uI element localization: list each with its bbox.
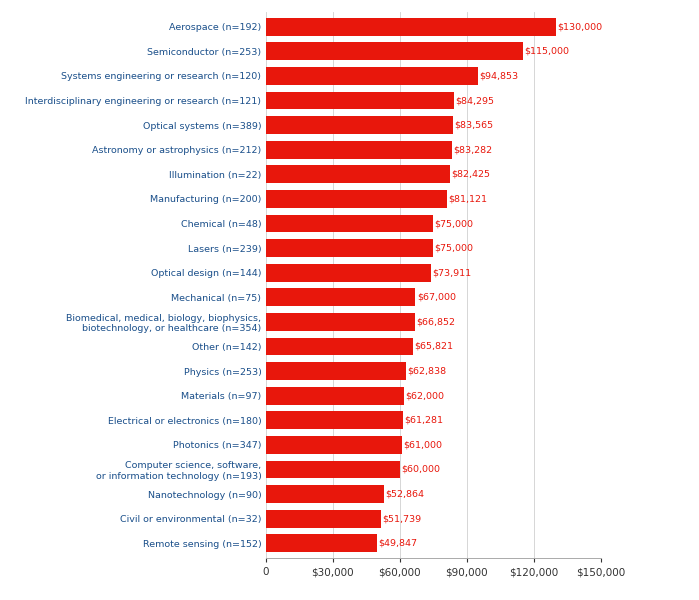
Bar xyxy=(266,289,415,306)
Text: $62,000: $62,000 xyxy=(405,391,445,400)
Bar xyxy=(266,264,431,281)
Text: $49,847: $49,847 xyxy=(378,539,417,548)
Text: $75,000: $75,000 xyxy=(435,244,474,253)
Text: $83,565: $83,565 xyxy=(454,121,493,130)
Text: $67,000: $67,000 xyxy=(417,293,456,302)
Text: $62,838: $62,838 xyxy=(408,367,447,376)
Bar xyxy=(266,43,523,60)
Bar xyxy=(266,190,447,208)
Bar xyxy=(266,239,433,257)
Bar xyxy=(266,485,384,503)
Text: $82,425: $82,425 xyxy=(452,170,490,179)
Bar xyxy=(266,141,452,158)
Text: $61,281: $61,281 xyxy=(404,416,443,425)
Bar xyxy=(266,18,556,35)
Text: $66,852: $66,852 xyxy=(417,317,456,326)
Bar xyxy=(266,387,404,404)
Text: $51,739: $51,739 xyxy=(382,514,421,523)
Text: $94,853: $94,853 xyxy=(479,71,518,80)
Bar xyxy=(266,412,403,429)
Text: $115,000: $115,000 xyxy=(524,47,569,56)
Bar xyxy=(266,92,454,109)
Text: $130,000: $130,000 xyxy=(558,22,603,31)
Bar xyxy=(266,510,382,527)
Text: $60,000: $60,000 xyxy=(401,465,440,474)
Bar xyxy=(266,362,406,380)
Text: $65,821: $65,821 xyxy=(415,342,453,351)
Bar xyxy=(266,338,413,355)
Text: $83,282: $83,282 xyxy=(453,145,492,154)
Bar xyxy=(266,166,450,183)
Text: $84,295: $84,295 xyxy=(456,96,494,105)
Bar xyxy=(266,67,478,85)
Text: $75,000: $75,000 xyxy=(435,219,474,228)
Text: $61,000: $61,000 xyxy=(403,440,442,449)
Bar xyxy=(266,313,415,331)
Bar xyxy=(266,116,452,134)
Bar xyxy=(266,215,433,232)
Text: $52,864: $52,864 xyxy=(385,490,424,499)
Bar xyxy=(266,436,402,454)
Text: $81,121: $81,121 xyxy=(449,194,487,203)
Text: $73,911: $73,911 xyxy=(432,268,471,277)
Bar xyxy=(266,461,400,478)
Bar xyxy=(266,535,377,552)
